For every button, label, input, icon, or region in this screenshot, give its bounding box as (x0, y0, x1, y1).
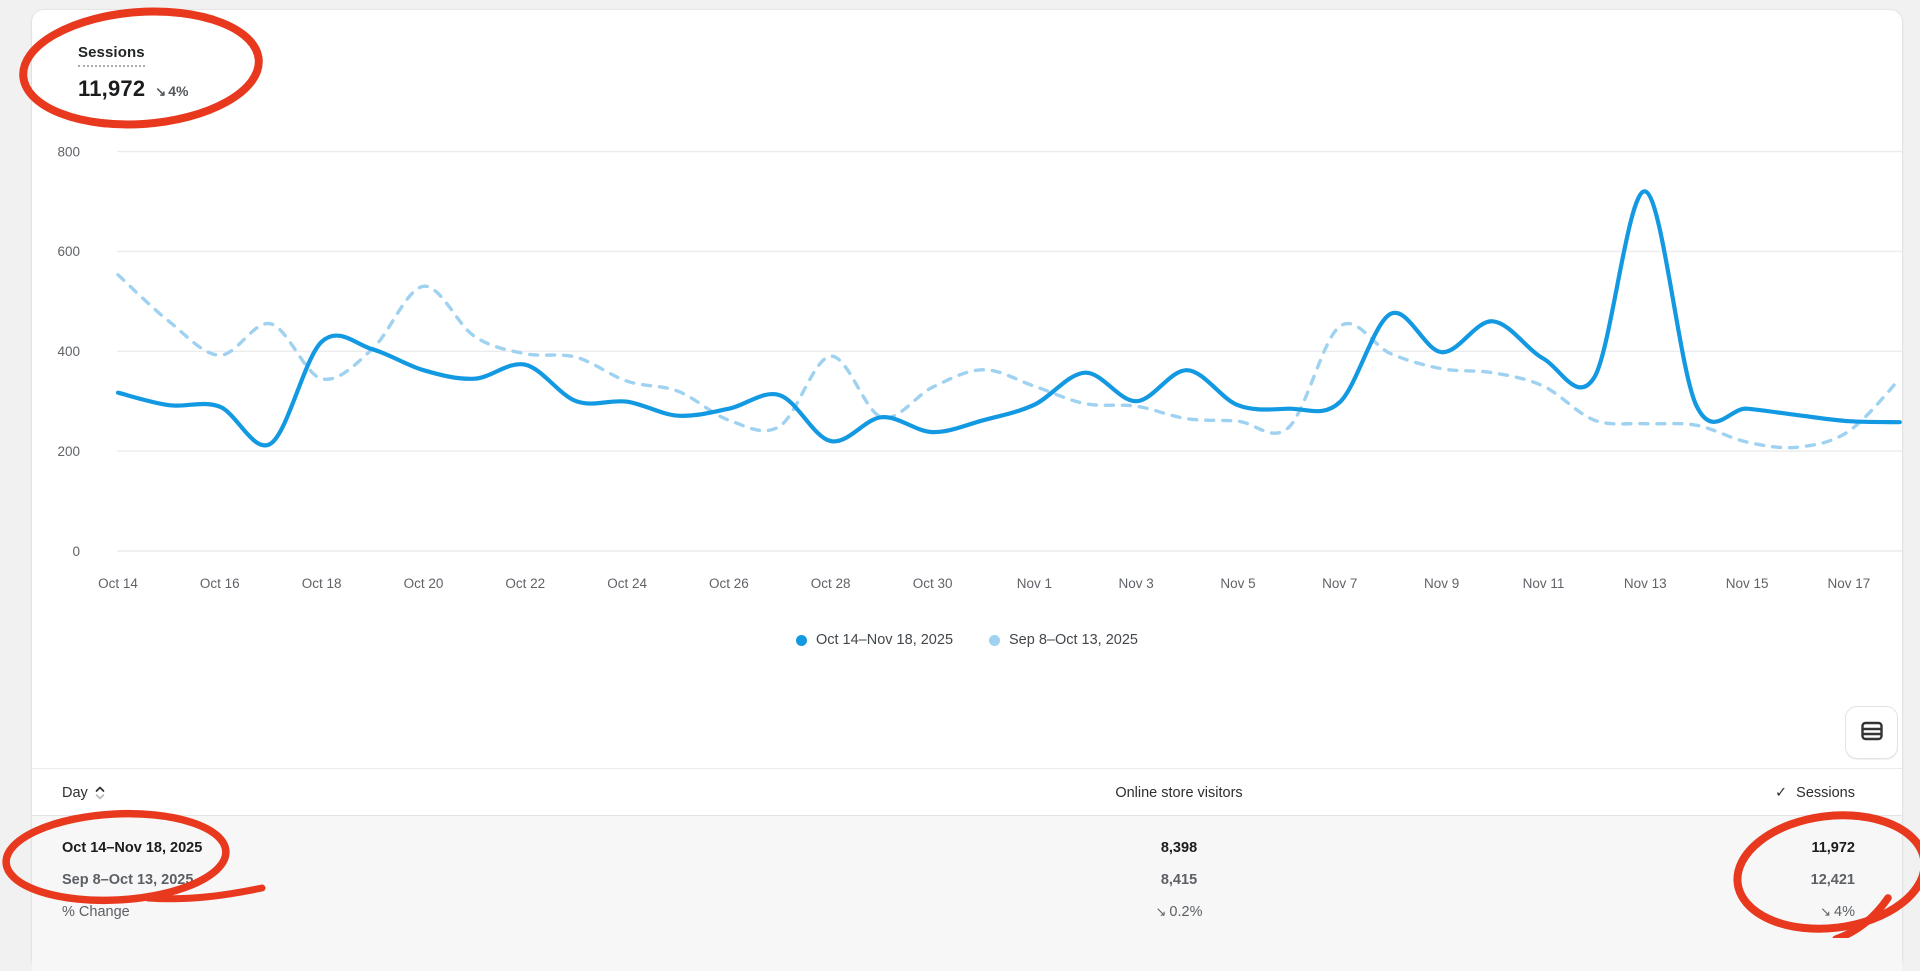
row-sessions-value: 11,972 (1811, 840, 1855, 856)
trend-down-arrow-icon: ↘ (155, 84, 167, 99)
row-sessions-value: 12,421 (1810, 872, 1855, 888)
legend-label: Sep 8–Oct 13, 2025 (1009, 632, 1139, 648)
sessions-metric: Sessions 11,972 ↘ 4% (78, 44, 188, 102)
row-visitors-change: ↘ 0.2% (1155, 904, 1203, 920)
legend-dot-current (795, 634, 807, 646)
table-view-button[interactable] (1845, 706, 1898, 759)
chart-legend: Oct 14–Nov 18, 2025 Sep 8–Oct 13, 2025 (32, 632, 1902, 648)
trend-down-arrow-icon: ↘ (1155, 904, 1167, 919)
comparison-table: Day Online store visitors ✓ Sessions Oct… (32, 768, 1902, 971)
table-body: Oct 14–Nov 18, 2025 8,398 11,972 Sep 8–O… (32, 816, 1902, 971)
row-sessions-change: ↘ 4% (1820, 904, 1855, 920)
legend-dot-previous (989, 634, 1001, 646)
sort-icon[interactable] (95, 786, 105, 800)
table-row-percent-change: % Change ↘ 0.2% ↘ 4% (32, 896, 1902, 928)
table-icon (1860, 721, 1883, 744)
row-visitors-value: 8,415 (1160, 872, 1198, 888)
table-row-previous-period: Sep 8–Oct 13, 2025 8,415 12,421 (32, 864, 1902, 896)
trend-down-arrow-icon: ↘ (1820, 904, 1832, 919)
legend-label: Oct 14–Nov 18, 2025 (815, 632, 954, 648)
metric-change: ↘ 4% (155, 83, 188, 100)
column-header-visitors[interactable]: Online store visitors (1115, 784, 1243, 801)
table-row-current-period: Oct 14–Nov 18, 2025 8,398 11,972 (32, 832, 1902, 864)
legend-item-previous-period: Sep 8–Oct 13, 2025 (989, 632, 1138, 648)
column-header-sessions[interactable]: ✓ Sessions (1775, 784, 1855, 801)
analytics-card: Sessions 11,972 ↘ 4% Day (32, 10, 1902, 971)
table-header-row: Day Online store visitors ✓ Sessions (32, 769, 1902, 816)
row-date-range: Oct 14–Nov 18, 2025 (62, 840, 203, 856)
metric-title[interactable]: Sessions (78, 44, 145, 67)
legend-item-current-period: Oct 14–Nov 18, 2025 (795, 632, 954, 648)
metric-value: 11,972 (78, 76, 146, 101)
metric-change-value: 4% (168, 83, 189, 99)
checkmark-icon: ✓ (1775, 784, 1788, 801)
column-header-day[interactable]: Day (62, 769, 105, 816)
row-visitors-value: 8,398 (1160, 840, 1198, 856)
row-label: % Change (62, 904, 130, 920)
row-date-range: Sep 8–Oct 13, 2025 (62, 872, 194, 888)
